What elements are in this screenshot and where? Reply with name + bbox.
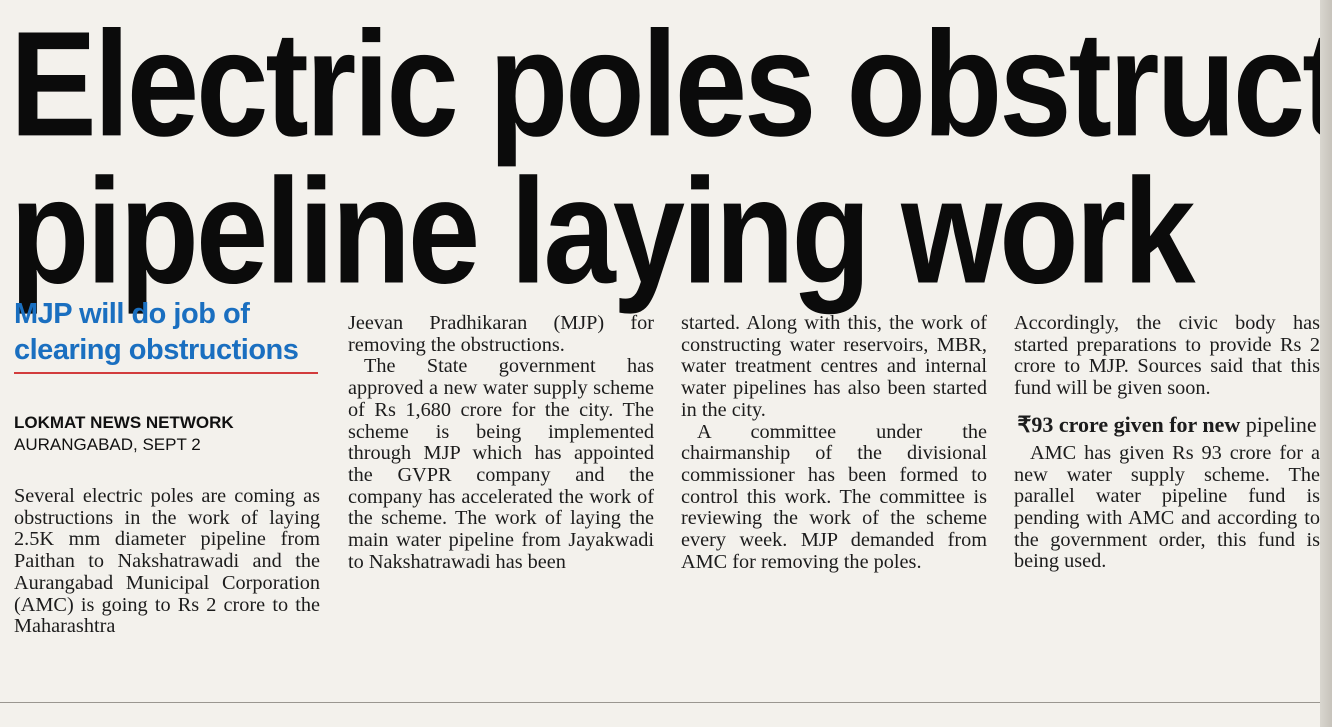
byline: LOKMAT NEWS NETWORK AURANGABAD, SEPT 2 [14, 412, 234, 456]
paragraph: Accordingly, the civic body has started … [1014, 312, 1320, 400]
paragraph: A committee under the chairmanship of th… [681, 420, 987, 573]
paragraph: AMC has given Rs 93 crore for a new wate… [1014, 441, 1320, 573]
headline: Electric poles obstruct pipeline laying … [10, 0, 1332, 315]
paragraph: Jeevan Pradhikaran (MJP) for removing th… [348, 312, 654, 356]
article-column-3: started. Along with this, the work of co… [681, 312, 987, 573]
headline-line-2: pipeline laying work [10, 146, 1195, 315]
subhead: MJP will do job of clearing obstructions [14, 298, 299, 366]
subheading-light: pipeline [1245, 411, 1317, 437]
byline-dateline: AURANGABAD, SEPT 2 [14, 435, 201, 454]
byline-agency: LOKMAT NEWS NETWORK [14, 413, 234, 432]
paragraph: started. Along with this, the work of co… [681, 312, 987, 421]
subhead-divider [14, 372, 318, 374]
paragraph: The State government has approved a new … [348, 355, 654, 573]
section-subheading: ₹93 crore given for new pipeline [1014, 411, 1320, 437]
bottom-divider [0, 702, 1320, 703]
article-column-2: Jeevan Pradhikaran (MJP) for removing th… [348, 312, 654, 573]
page-edge [1320, 0, 1332, 727]
article-column-1: Several electric poles are coming as obs… [14, 485, 320, 638]
subheading-bold: ₹93 crore given for new [1017, 411, 1241, 437]
article-column-4: Accordingly, the civic body has started … [1014, 312, 1320, 573]
headline-line-1: Electric poles obstruct [10, 0, 1332, 168]
paragraph: Several electric poles are coming as obs… [14, 485, 320, 638]
